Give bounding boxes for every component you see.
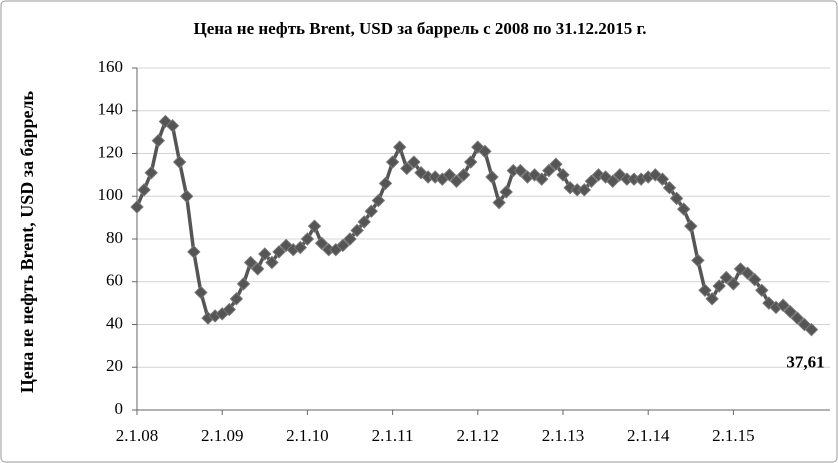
marker [698,283,712,298]
marker [378,176,393,191]
marker [712,279,726,293]
marker [144,166,158,180]
marker [172,155,187,169]
marker [179,189,194,203]
x-tick-label: 2.1.08 [116,426,159,445]
marker [478,144,492,159]
marker [336,238,350,253]
marker [314,236,329,250]
marker [151,133,166,148]
marker [804,322,819,337]
marker [343,232,357,246]
marker [407,155,421,169]
chart-title: Цена не нефть Brent, USD за баррель с 20… [193,19,646,38]
marker [605,174,620,188]
marker [584,174,599,188]
marker [165,119,180,133]
marker [357,215,371,229]
marker [790,311,805,325]
marker [385,155,400,169]
marker [236,277,251,291]
marker [449,174,464,188]
marker [307,219,322,233]
marker [783,304,797,319]
marker [549,157,563,171]
x-tick-label: 2.1.10 [286,426,329,445]
marker [492,195,506,210]
marker [456,168,471,182]
marker [300,232,315,246]
marker [513,163,528,178]
marker [187,245,201,259]
marker [442,168,457,182]
marker [250,262,265,276]
y-tick-label: 120 [98,142,124,161]
marker [293,240,308,255]
x-tick-label: 2.1.14 [627,426,670,445]
marker [655,172,670,186]
marker [258,247,272,261]
marker [676,202,691,216]
marker [669,191,684,206]
marker [272,245,286,259]
y-tick-label: 40 [106,313,123,332]
marker [740,266,755,280]
y-tick-label: 160 [98,57,124,76]
marker [265,255,279,270]
x-tick-label: 2.1.12 [457,426,500,445]
marker [577,183,592,197]
y-tick-label: 0 [115,399,124,418]
marker [194,285,208,300]
data-label: 37,61 [786,353,824,372]
y-tick-label: 140 [98,100,124,119]
marker [719,270,734,285]
marker [229,292,244,306]
marker [726,277,741,291]
marker [371,193,386,208]
marker [556,168,570,182]
marker [485,170,499,184]
marker [463,155,478,169]
marker [222,302,237,317]
x-tick-label: 2.1.15 [712,426,755,445]
marker [542,163,556,178]
marker [747,272,762,287]
marker [662,180,677,195]
x-tick-label: 2.1.09 [201,426,244,445]
y-axis-label: Цена не нефть Brent, USD за баррель [17,90,37,394]
x-tick-label: 2.1.13 [542,426,585,445]
marker [691,253,705,268]
marker [499,185,513,199]
marker [684,219,698,233]
marker [130,200,144,214]
y-tick-label: 80 [106,228,123,247]
marker [392,140,407,154]
marker [534,172,549,186]
y-tick-label: 60 [106,271,123,290]
marker [350,223,364,238]
marker [364,204,379,218]
marker [137,183,151,197]
marker [755,283,769,298]
y-tick-label: 20 [106,356,123,375]
x-tick-label: 2.1.11 [372,426,414,445]
marker [776,298,790,312]
marker [705,292,719,306]
marker [243,255,258,270]
y-tick-label: 100 [98,185,124,204]
marker [400,161,414,176]
